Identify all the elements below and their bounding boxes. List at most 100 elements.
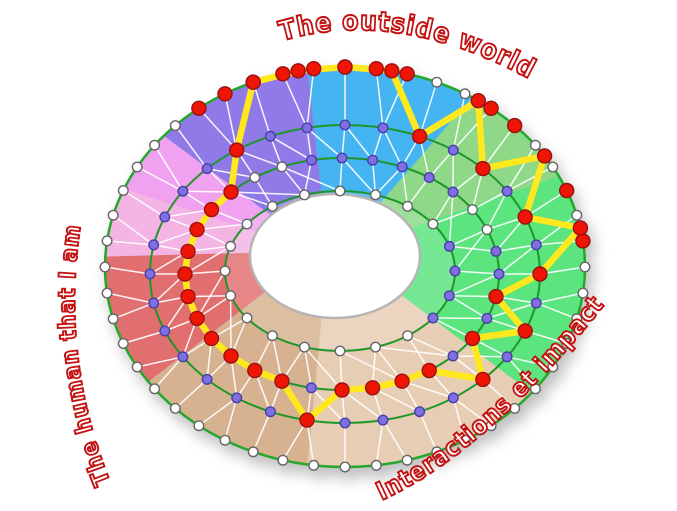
node-purple	[148, 297, 160, 309]
node-purple	[443, 290, 455, 302]
node-white	[247, 446, 259, 458]
node-purple	[447, 144, 459, 156]
node-red	[572, 220, 589, 236]
node-purple	[493, 268, 505, 280]
mesh-line	[303, 346, 313, 389]
node-purple	[144, 268, 156, 280]
node-purple	[305, 382, 317, 394]
node-red	[334, 382, 350, 398]
mesh-line	[448, 294, 497, 298]
node-white	[299, 341, 311, 353]
node-red	[517, 323, 533, 339]
mesh-line	[486, 190, 508, 231]
mesh-line	[271, 334, 283, 382]
node-red	[399, 66, 415, 82]
node-white	[370, 459, 382, 471]
node-purple	[148, 239, 160, 251]
mesh-line	[224, 397, 238, 441]
node-red	[464, 330, 481, 347]
mesh-line	[506, 166, 554, 192]
node-purple	[339, 417, 351, 429]
mesh-line	[535, 292, 584, 304]
node-purple	[339, 119, 351, 131]
mesh-line	[401, 380, 455, 399]
mesh-line	[374, 166, 403, 196]
mesh-line	[341, 157, 377, 196]
mesh-line	[198, 397, 238, 427]
node-white	[169, 402, 181, 414]
mesh-line	[448, 191, 454, 248]
node-white	[131, 161, 143, 173]
node-white	[225, 290, 237, 302]
mesh-line	[136, 166, 184, 192]
mesh-line	[448, 294, 488, 320]
mesh-line	[454, 228, 488, 272]
mesh-line	[452, 397, 492, 427]
node-red	[290, 63, 306, 79]
node-white	[431, 446, 443, 458]
node-purple	[177, 351, 189, 363]
node-white	[370, 341, 382, 353]
mesh-line	[306, 127, 343, 159]
mesh-line	[535, 240, 584, 246]
node-red	[384, 63, 400, 79]
mesh-line	[153, 356, 184, 390]
node-purple	[336, 152, 348, 164]
mesh-line	[452, 107, 492, 151]
mesh-line	[535, 214, 578, 246]
node-red	[475, 371, 491, 388]
node-white	[276, 161, 288, 173]
node-red	[180, 243, 196, 260]
node-purple	[377, 122, 389, 134]
mesh-line	[269, 135, 313, 161]
node-purple	[447, 392, 459, 404]
mesh-line	[382, 73, 408, 129]
node-purple	[414, 406, 426, 418]
mesh-lines	[104, 66, 586, 468]
node-purple	[367, 154, 379, 166]
mesh-line	[122, 189, 166, 218]
node-white	[459, 88, 471, 100]
mesh-line	[281, 166, 341, 192]
mesh-line	[252, 81, 272, 138]
node-white	[266, 200, 278, 212]
mesh-line	[106, 292, 155, 304]
mesh-line	[184, 245, 232, 275]
mesh-line	[230, 191, 306, 196]
mesh-line	[375, 419, 384, 467]
node-white	[485, 420, 497, 432]
node-white	[169, 120, 181, 132]
node-purple	[231, 392, 243, 404]
node-purple	[449, 265, 461, 277]
node-red	[483, 100, 499, 117]
mesh-line	[303, 346, 343, 391]
mesh-line	[106, 240, 155, 246]
node-white	[547, 361, 559, 373]
node-white	[431, 76, 443, 88]
mesh-line	[374, 346, 454, 357]
node-white	[561, 338, 573, 350]
node-white	[193, 420, 205, 432]
mesh-line	[452, 397, 466, 441]
node-white	[219, 265, 231, 277]
node-red	[368, 60, 384, 77]
mesh-line	[524, 189, 568, 218]
node-purple	[447, 350, 459, 362]
mesh-line	[454, 270, 500, 275]
mesh-line	[406, 334, 454, 357]
sector	[307, 295, 532, 467]
node-purple	[501, 185, 513, 197]
mesh-line	[371, 127, 384, 161]
node-white	[339, 461, 351, 473]
node-red	[575, 233, 591, 249]
mesh-line	[371, 387, 421, 413]
node-white	[481, 224, 493, 236]
node-red	[180, 288, 196, 305]
mesh-line	[112, 302, 155, 320]
mesh-line	[136, 356, 184, 368]
node-red	[228, 142, 245, 158]
mesh-line	[306, 67, 315, 129]
sector	[124, 135, 271, 232]
node-red	[189, 310, 205, 327]
